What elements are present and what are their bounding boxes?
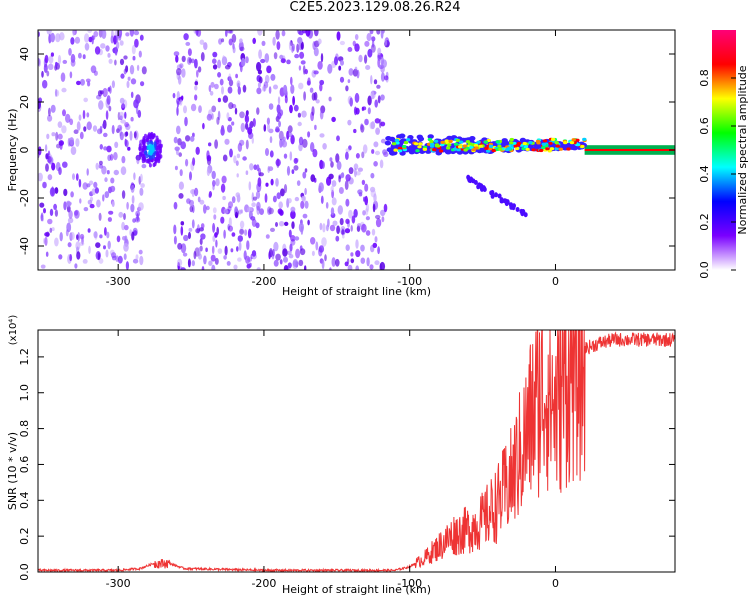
x-tick-label: -200 [251, 577, 276, 590]
y-axis-label: SNR (10 * v/v) [6, 432, 19, 510]
region-noise [38, 30, 147, 270]
y-tick-label: 1.2 [18, 348, 31, 366]
snr-frame [37, 329, 676, 573]
colorbar-tick-label: 0.8 [698, 69, 711, 87]
x-tick-label: -300 [106, 577, 131, 590]
y-tick-label: 0.8 [18, 420, 31, 438]
y-tick-label: -20 [18, 189, 31, 207]
y-tick-label: 0.0 [18, 563, 31, 581]
x-tick-label: 0 [552, 577, 559, 590]
colorbar-tick-label: 0.4 [698, 165, 711, 183]
y-tick-label: 0.6 [18, 456, 31, 474]
x-tick-label: -200 [251, 275, 276, 288]
snr-series-line [38, 330, 675, 572]
snr-data [38, 330, 675, 572]
region-descending-tail [466, 174, 528, 218]
colorbar-label: Normalized spectral amplitude [736, 65, 749, 234]
x-axis-label: Height of straight line (km) [282, 285, 431, 298]
x-axis-label: Height of straight line (km) [282, 583, 431, 596]
figure-title: C2E5.2023.129.08.26.R24 [289, 0, 461, 15]
region-noise [172, 30, 390, 270]
x-tick-label: -300 [106, 275, 131, 288]
y-tick-label: 0.4 [18, 492, 31, 510]
spectrogram-data [38, 30, 675, 270]
colorbar-tick-label: 0.6 [698, 117, 711, 135]
colorbar-tick-label: 0.0 [698, 261, 711, 279]
x-tick-label: -100 [397, 577, 422, 590]
y-tick-label: 40 [18, 47, 31, 61]
y-tick-label: 20 [18, 95, 31, 109]
region-signal-line [384, 133, 675, 156]
y-tick-label: -40 [18, 237, 31, 255]
y-tick-label: 1.0 [18, 384, 31, 402]
colorbar-tick-label: 0.2 [698, 213, 711, 231]
y-tick-label: 0 [18, 147, 31, 154]
y-axis-label: Frequency (Hz) [6, 109, 19, 192]
y-multiplier-label: (x10⁴) [8, 315, 19, 346]
colorbar: 0.0 0.2 0.4 0.6 0.8 Normalized spectral ampli… [698, 30, 749, 279]
x-tick-label: 0 [552, 275, 559, 288]
snr-plot: -300 -200 -100 0 0.0 0.2 0.4 0.6 0.8 1.0 1.2 Height… [6, 315, 676, 596]
x-tick-label: -100 [397, 275, 422, 288]
colorbar-gradient [712, 30, 736, 270]
region-cluster [138, 131, 163, 168]
y-tick-label: 0.2 [18, 527, 31, 545]
